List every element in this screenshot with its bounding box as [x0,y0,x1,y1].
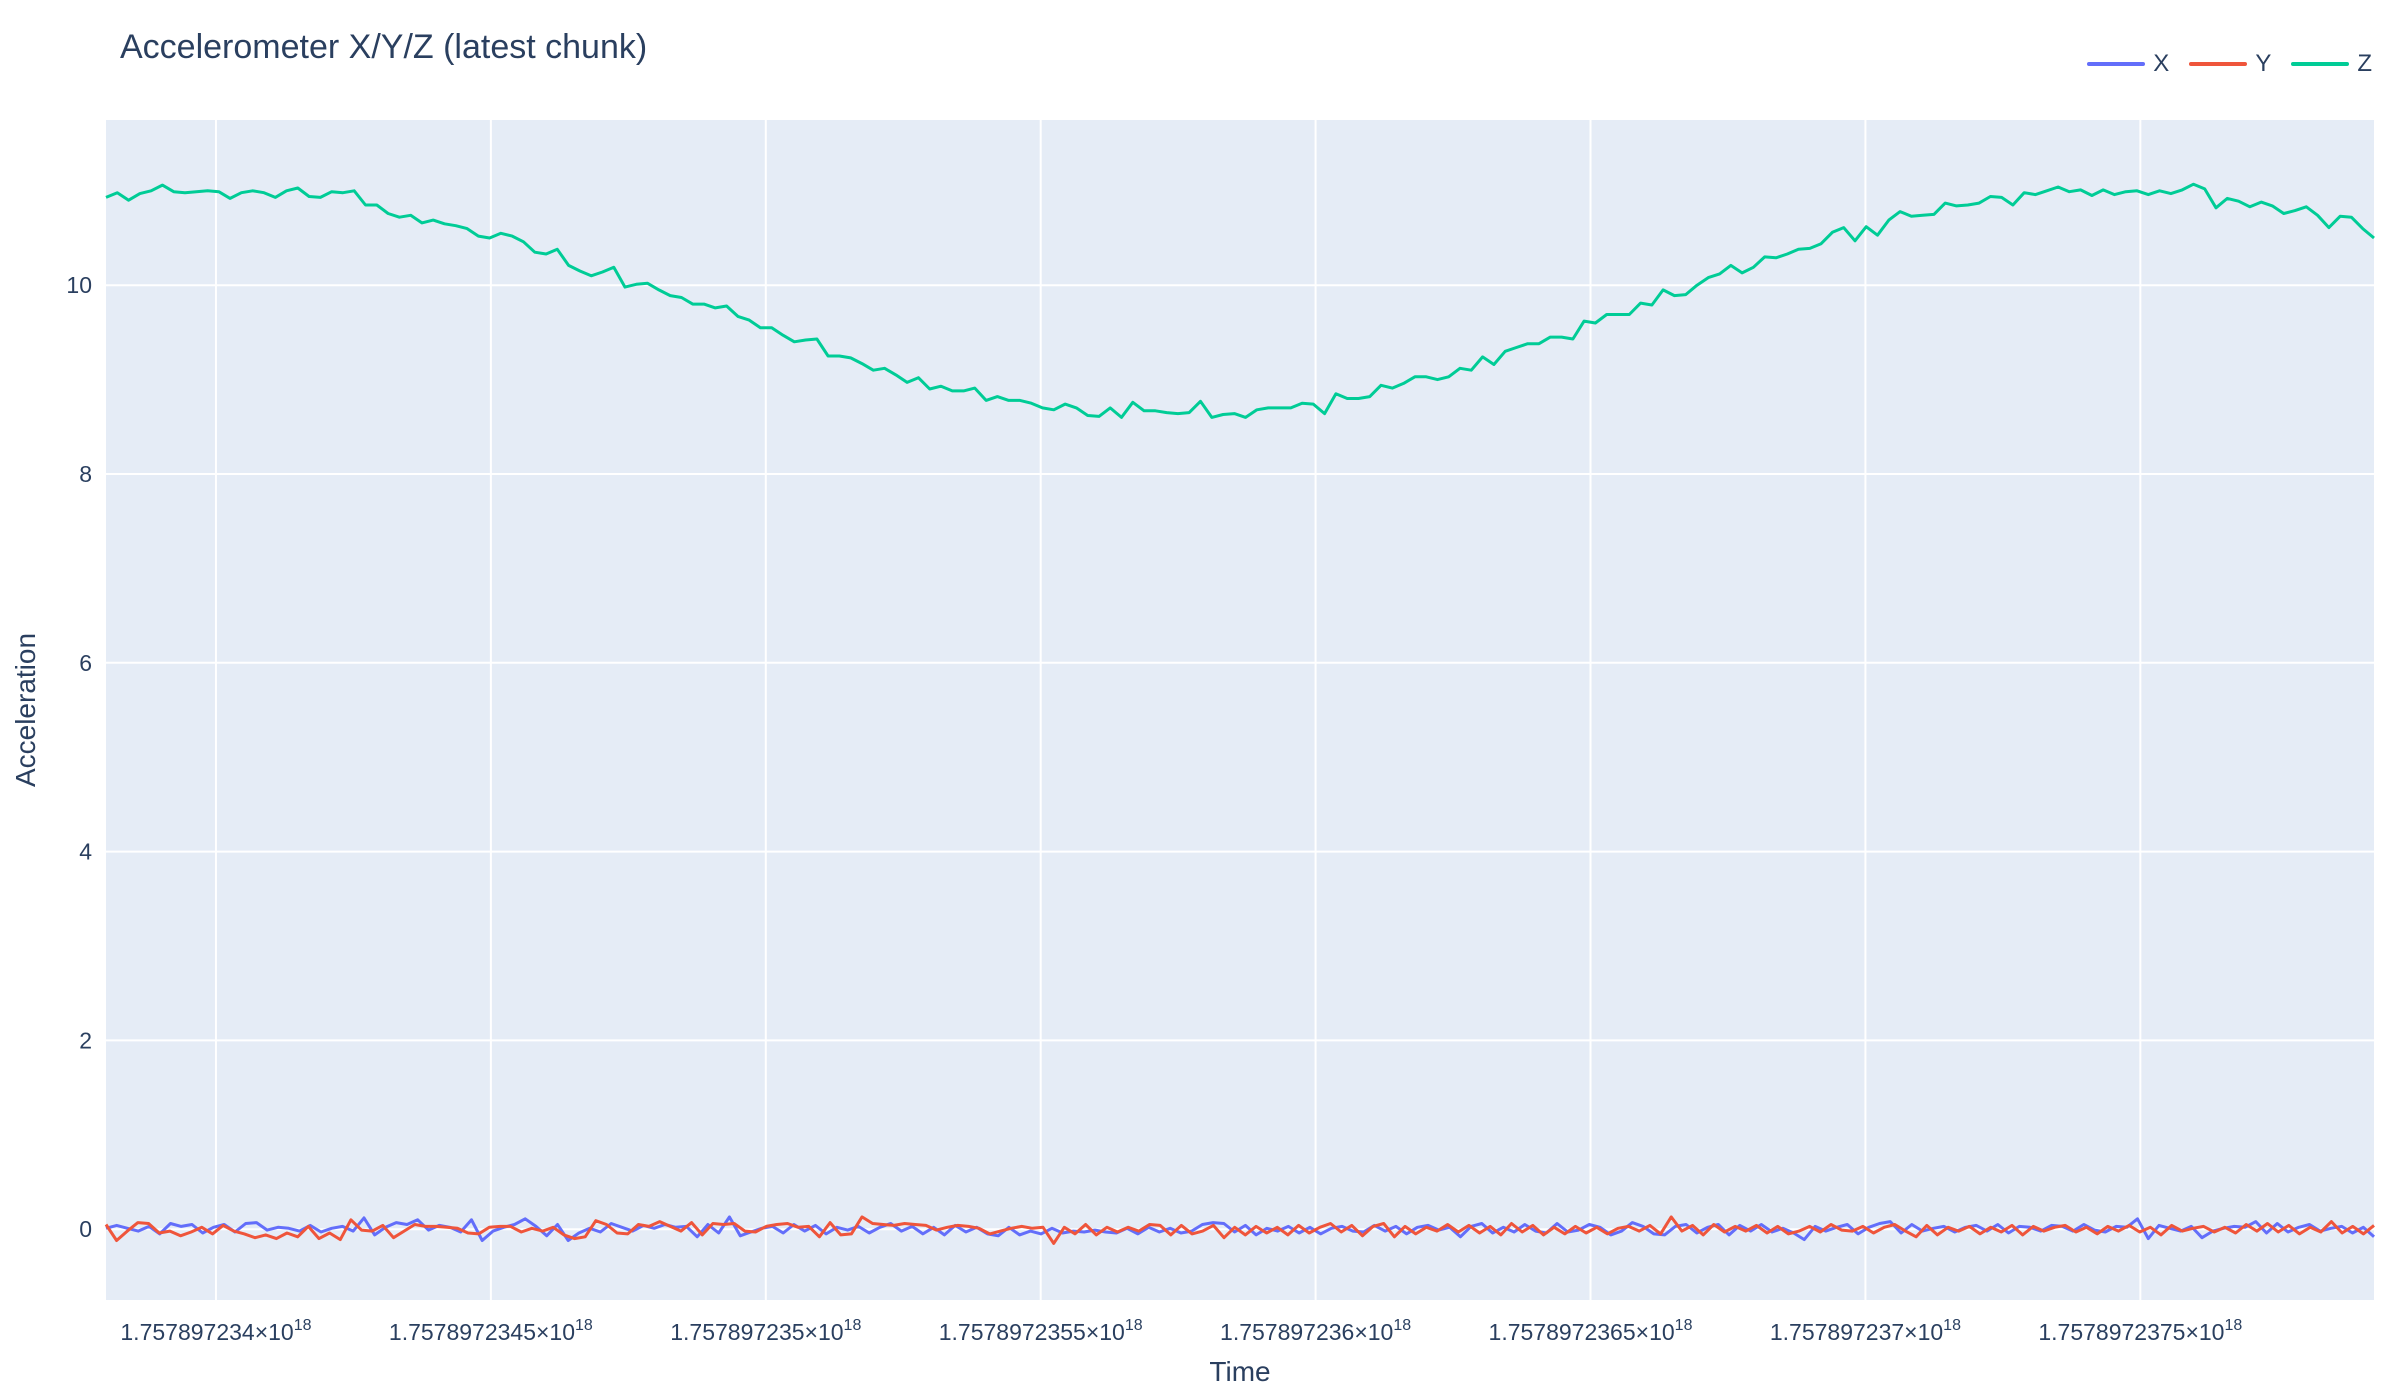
x-axis-title: Time [1209,1356,1271,1387]
y-tick-label: 4 [79,839,92,865]
grid-layer [106,120,2374,1300]
legend-swatch-y [2189,62,2248,66]
chart-title: Accelerometer X/Y/Z (latest chunk) [120,28,648,66]
tick-layer: 0 2 4 6 8 10 1.757897234×1018 1.7578972345×1018… [66,272,2242,1345]
series-line-y [104,1215,2375,1245]
legend-item-y[interactable]: Y [2189,50,2271,78]
legend-label-y: Y [2255,50,2272,77]
x-tick-label: 1.7578972375×1018 [2038,1317,2242,1345]
legend-label-x: X [2153,50,2170,77]
y-tick-label: 0 [79,1216,92,1242]
series-layer [104,182,2375,1245]
series-line-z [105,182,2375,419]
legend-item-x[interactable]: X [2087,50,2169,78]
plot-background [106,120,2374,1300]
x-tick-label: 1.757897236×1018 [1220,1317,1411,1345]
y-tick-label: 6 [79,650,92,676]
y-tick-label: 2 [79,1027,92,1053]
series-line-x [105,1215,2375,1242]
legend[interactable]: X Y Z [2087,50,2372,78]
y-tick-label: 10 [66,272,92,298]
legend-item-z[interactable]: Z [2291,50,2372,78]
x-tick-label: 1.7578972365×1018 [1489,1317,1693,1345]
y-tick-label: 8 [79,461,92,487]
x-tick-label: 1.757897234×1018 [120,1317,311,1345]
x-tick-label: 1.757897237×1018 [1770,1317,1961,1345]
x-tick-label: 1.757897235×1018 [670,1317,861,1345]
legend-swatch-x [2087,62,2146,66]
legend-label-z: Z [2357,50,2372,77]
legend-swatch-z [2291,62,2350,66]
x-tick-label: 1.7578972345×1018 [389,1317,593,1345]
x-tick-label: 1.7578972355×1018 [939,1317,1143,1345]
y-axis-title: Acceleration [10,632,41,788]
